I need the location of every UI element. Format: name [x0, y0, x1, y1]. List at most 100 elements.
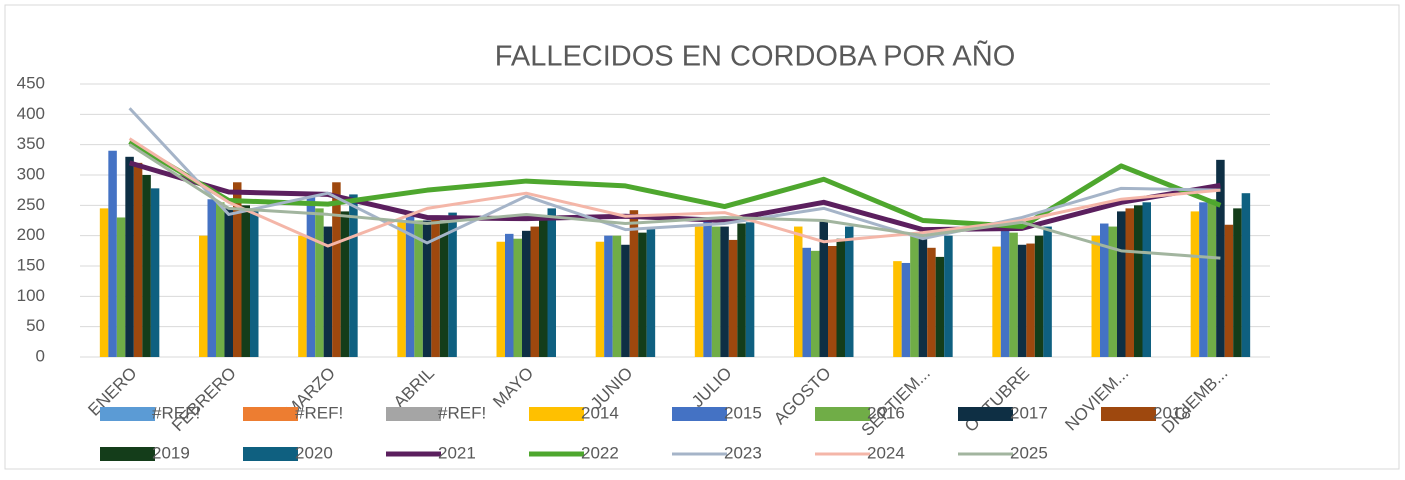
- legend-label: 2021: [438, 443, 476, 462]
- bar: [595, 241, 605, 357]
- legend-label: 2025: [1010, 443, 1048, 462]
- line: [128, 107, 1221, 245]
- bar: [1142, 202, 1151, 357]
- bar: [530, 226, 539, 357]
- legend-swatch: [529, 407, 584, 421]
- bar: [728, 239, 738, 357]
- bar: [332, 182, 341, 357]
- y-tick-label: 350: [17, 134, 45, 153]
- bar: [224, 208, 233, 357]
- legend-swatch: [100, 447, 155, 461]
- bar: [150, 188, 160, 357]
- legend-label: 2016: [867, 403, 905, 422]
- bar: [233, 182, 242, 357]
- bar: [116, 217, 126, 357]
- bar: [340, 211, 350, 357]
- legend-label: 2014: [581, 403, 619, 422]
- bar: [1216, 159, 1225, 357]
- bar: [802, 247, 811, 357]
- bar: [199, 235, 208, 357]
- bar: [893, 261, 902, 357]
- bar: [621, 244, 630, 357]
- legend-label: 2015: [724, 403, 762, 422]
- bar: [306, 196, 316, 357]
- bar: [1134, 205, 1143, 357]
- y-tick-label: 100: [17, 286, 45, 305]
- legend-label: 2018: [1153, 403, 1191, 422]
- bar: [910, 235, 919, 357]
- bar: [142, 175, 151, 357]
- line: [128, 137, 1221, 248]
- bar: [1207, 199, 1217, 357]
- bar: [422, 220, 432, 357]
- bar: [1224, 224, 1234, 357]
- bar: [1100, 223, 1109, 357]
- bar: [828, 245, 837, 357]
- bar: [1017, 244, 1027, 357]
- bar: [811, 250, 820, 357]
- bar: [992, 246, 1001, 357]
- legend-swatch: [386, 407, 441, 421]
- y-tick-label: 150: [17, 255, 45, 274]
- bar: [944, 235, 953, 357]
- y-tick-label: 450: [17, 73, 45, 92]
- legend-swatch: [672, 407, 727, 421]
- bar: [1026, 243, 1035, 357]
- bar: [1043, 226, 1052, 357]
- bar: [323, 226, 333, 357]
- bar: [901, 262, 911, 357]
- bar: [629, 210, 639, 357]
- bar: [216, 202, 225, 357]
- legend-label: 2024: [867, 443, 905, 462]
- y-tick-label: 50: [26, 316, 45, 335]
- legend-label: #REF!: [152, 403, 200, 422]
- y-tick-label: 0: [36, 346, 45, 365]
- bar: [819, 220, 828, 357]
- bar: [918, 238, 928, 357]
- bar: [99, 208, 109, 357]
- bar: [737, 223, 746, 357]
- bar: [349, 194, 358, 357]
- legend-label: 2019: [152, 443, 190, 462]
- bar: [745, 222, 755, 357]
- legend-swatch: [1101, 407, 1156, 421]
- legend-swatch: [243, 447, 298, 461]
- bar: [604, 235, 613, 357]
- bar: [250, 208, 259, 357]
- bar: [414, 220, 423, 357]
- line: [128, 160, 1221, 233]
- bar: [694, 226, 704, 357]
- bar: [638, 232, 647, 357]
- bar: [1199, 202, 1208, 357]
- line: [128, 143, 1221, 260]
- bar: [1117, 211, 1126, 357]
- bar: [207, 199, 216, 357]
- bar: [935, 256, 945, 357]
- y-tick-label: 300: [17, 164, 45, 183]
- bar: [315, 208, 324, 357]
- bar: [397, 222, 406, 357]
- bar: [794, 226, 803, 357]
- legend-label: 2017: [1010, 403, 1048, 422]
- y-tick-label: 400: [17, 104, 45, 123]
- legend-swatch: [100, 407, 155, 421]
- bar: [547, 208, 556, 357]
- bar: [1190, 211, 1200, 357]
- legend-label: 2023: [724, 443, 762, 462]
- bar: [522, 230, 531, 357]
- bar: [241, 205, 250, 357]
- legend-swatch: [243, 407, 298, 421]
- bar: [646, 228, 656, 357]
- legend-label: 2020: [295, 443, 333, 462]
- bar: [1108, 226, 1117, 357]
- bar: [1009, 232, 1018, 357]
- y-tick-label: 200: [17, 225, 45, 244]
- bar: [431, 217, 440, 357]
- bar: [720, 226, 729, 357]
- y-tick-label: 250: [17, 195, 45, 214]
- bar: [845, 226, 854, 357]
- legend-swatch: [958, 407, 1013, 421]
- bar: [836, 238, 845, 357]
- bar: [405, 211, 415, 357]
